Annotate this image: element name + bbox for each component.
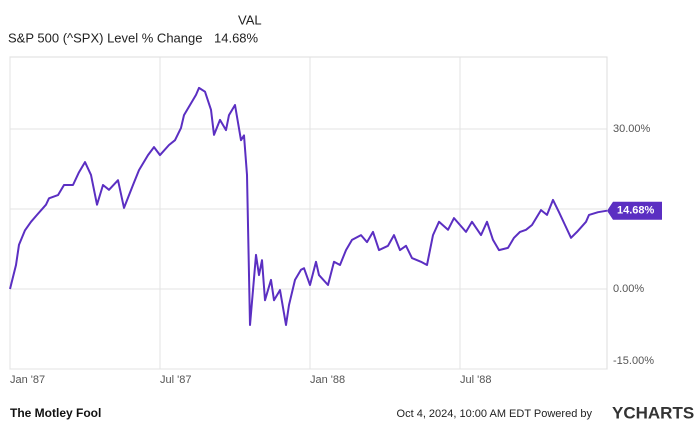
plot-frame [9,56,608,370]
last-value-badge [607,201,662,220]
brand: The Motley Fool [10,406,101,420]
y-tick-label: 30.00% [613,123,651,135]
last-value-label: 14.68% [617,205,655,217]
x-tick-label: Jan '88 [310,374,345,386]
x-tick-label: Jan '87 [10,374,45,386]
provider: YCHARTS [612,403,694,422]
value-header: VAL [238,12,262,27]
x-tick-label: Jul '88 [460,374,491,386]
y-tick-label: 0.00% [613,283,644,295]
timestamp: Oct 4, 2024, 10:00 AM EDT Powered by [397,408,593,420]
legend-value: 14.68% [214,30,259,45]
x-tick-label: Jul '87 [160,374,191,386]
legend-name: S&P 500 (^SPX) Level % Change [8,30,202,45]
line [9,86,608,326]
y-tick-label: -15.00% [613,355,654,367]
